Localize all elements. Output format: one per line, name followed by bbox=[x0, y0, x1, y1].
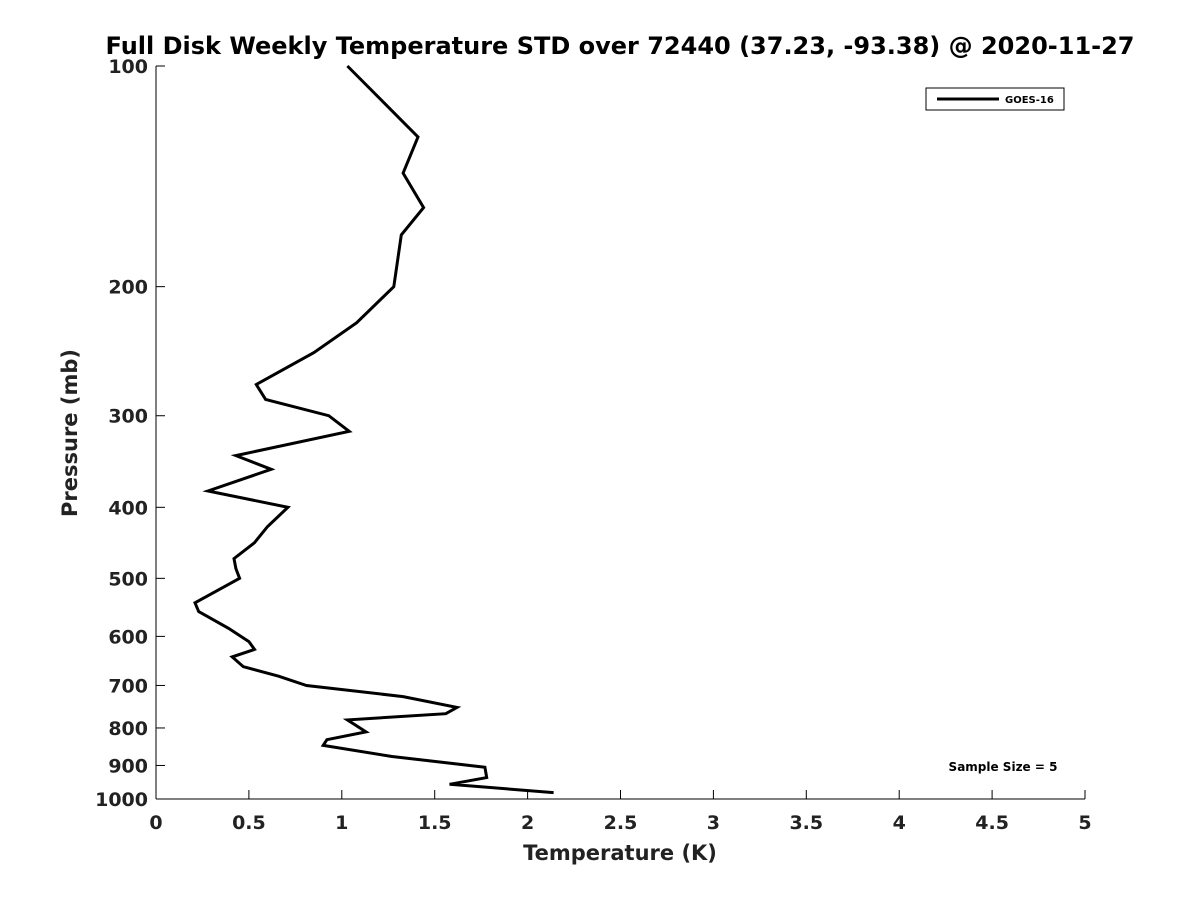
y-tick-label: 600 bbox=[108, 626, 148, 648]
x-tick-label: 3.5 bbox=[789, 812, 823, 834]
y-tick-label: 1000 bbox=[95, 789, 148, 811]
axes bbox=[155, 66, 1085, 800]
series-layer bbox=[193, 64, 554, 795]
x-axis-label: Temperature (K) bbox=[523, 841, 717, 865]
x-tick-label: 0 bbox=[149, 812, 162, 834]
y-tick-label: 700 bbox=[108, 675, 148, 697]
x-tick-label: 0.5 bbox=[232, 812, 266, 834]
series-line-goes-16 bbox=[193, 64, 554, 795]
ticks: 0 0.5 1 1.5 2 2.5 3 3.5 4 4.5 5 100 200 300 400 500 600 7… bbox=[95, 56, 1092, 834]
y-tick-label: 300 bbox=[108, 406, 148, 428]
x-tick-label: 5 bbox=[1078, 812, 1091, 834]
y-tick-label: 800 bbox=[108, 718, 148, 740]
y-tick-label: 500 bbox=[108, 568, 148, 590]
x-tick-label: 2.5 bbox=[604, 812, 638, 834]
x-tick-label: 1.5 bbox=[418, 812, 452, 834]
chart-title: Full Disk Weekly Temperature STD over 72… bbox=[106, 32, 1135, 60]
sample-size-annotation: Sample Size = 5 bbox=[949, 760, 1058, 774]
x-tick-label: 2 bbox=[521, 812, 534, 834]
x-tick-label: 1 bbox=[335, 812, 348, 834]
y-tick-label: 100 bbox=[108, 56, 148, 78]
y-tick-label: 900 bbox=[108, 755, 148, 777]
legend-label-goes16: GOES-16 bbox=[1005, 95, 1054, 106]
y-tick-label: 400 bbox=[108, 497, 148, 519]
y-axis-label: Pressure (mb) bbox=[58, 349, 82, 517]
legend: GOES-16 bbox=[925, 87, 1065, 111]
y-tick-label: 200 bbox=[108, 277, 148, 299]
x-tick-label: 4 bbox=[893, 812, 906, 834]
x-tick-label: 4.5 bbox=[975, 812, 1009, 834]
x-tick-label: 3 bbox=[707, 812, 720, 834]
